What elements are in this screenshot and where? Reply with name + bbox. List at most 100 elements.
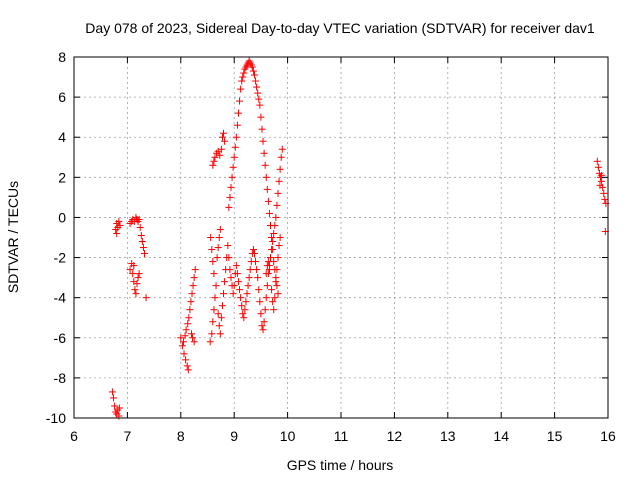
data-point — [601, 195, 609, 203]
y-tick-label: 8 — [58, 49, 66, 65]
data-point — [256, 101, 264, 109]
data-point — [225, 254, 233, 262]
data-point — [275, 242, 283, 250]
data-point — [187, 298, 195, 306]
data-point — [270, 229, 278, 237]
data-point — [244, 282, 252, 290]
data-point — [253, 266, 261, 274]
data-point — [190, 274, 198, 282]
data-point — [240, 69, 248, 77]
data-point — [209, 318, 217, 326]
data-point — [273, 282, 281, 290]
data-point — [261, 306, 269, 314]
x-tick-label: 7 — [124, 428, 132, 444]
data-point — [185, 314, 193, 322]
data-point — [228, 173, 236, 181]
data-point — [268, 246, 276, 254]
data-point — [209, 161, 217, 169]
data-point — [596, 181, 604, 189]
y-tick-label: 6 — [58, 89, 66, 105]
data-point — [135, 270, 143, 278]
data-point — [211, 153, 219, 161]
data-point — [215, 322, 223, 330]
data-point — [269, 298, 277, 306]
y-tick-label: 2 — [58, 169, 66, 185]
data-point — [108, 388, 116, 396]
data-point — [220, 290, 228, 298]
data-point — [272, 213, 280, 221]
data-point — [260, 149, 268, 157]
data-point — [216, 330, 224, 338]
x-tick-label: 9 — [230, 428, 238, 444]
data-point — [254, 89, 262, 97]
data-point — [258, 125, 266, 133]
data-point — [132, 290, 140, 298]
axis-ticks: 6 7 8 9 10 11 12 13 14 15 16 -10 -8 -6 -4 -2 0 2 4 6 8 — [46, 49, 616, 444]
x-tick-label: 12 — [387, 428, 403, 444]
data-point — [140, 250, 148, 258]
y-tick-label: -2 — [54, 250, 67, 266]
data-point — [262, 173, 270, 181]
data-point — [275, 177, 283, 185]
data-point — [221, 137, 229, 145]
data-point — [182, 326, 190, 334]
x-tick-label: 8 — [177, 428, 185, 444]
x-tick-label: 11 — [334, 428, 349, 444]
data-point — [221, 278, 229, 286]
data-point — [272, 278, 280, 286]
data-point — [227, 183, 235, 191]
x-axis-label: GPS time / hours — [287, 457, 394, 473]
data-point — [264, 197, 272, 205]
data-point — [190, 338, 198, 346]
data-point — [268, 234, 276, 241]
data-point — [268, 286, 276, 294]
data-point — [259, 137, 267, 145]
data-point — [234, 109, 242, 117]
data-point — [115, 404, 123, 412]
data-point — [249, 246, 257, 254]
data-point — [256, 298, 264, 306]
data-point — [230, 153, 238, 161]
data-point — [271, 294, 279, 302]
data-point — [129, 270, 137, 278]
data-point — [598, 171, 606, 179]
data-point — [217, 314, 225, 322]
data-point — [187, 330, 195, 338]
data-point — [209, 258, 217, 266]
data-point — [115, 217, 123, 225]
data-point — [262, 294, 270, 302]
data-point — [184, 320, 192, 328]
data-point — [212, 282, 220, 290]
data-point — [250, 71, 258, 79]
data-point — [184, 366, 192, 374]
y-tick-label: 4 — [58, 129, 66, 145]
data-point — [265, 266, 273, 274]
data-point — [181, 332, 189, 340]
x-tick-label: 13 — [440, 428, 456, 444]
data-point — [179, 338, 187, 346]
x-tick-label: 6 — [70, 428, 78, 444]
data-point — [259, 326, 267, 334]
data-point — [246, 266, 254, 274]
data-points — [108, 57, 610, 420]
data-point — [257, 310, 265, 318]
data-point — [233, 121, 241, 129]
data-point — [138, 238, 146, 246]
data-point — [261, 161, 269, 169]
data-point — [210, 270, 218, 278]
data-point — [273, 266, 281, 274]
data-point — [263, 185, 271, 193]
data-point — [239, 310, 247, 318]
data-point — [233, 270, 241, 278]
data-point — [598, 177, 606, 185]
data-point — [267, 254, 275, 262]
data-point — [250, 250, 258, 258]
y-tick-label: -8 — [54, 370, 67, 386]
data-point — [227, 274, 235, 282]
data-point — [232, 262, 240, 270]
data-point — [126, 266, 134, 274]
data-point — [178, 342, 186, 350]
data-point — [271, 221, 279, 229]
data-point — [252, 77, 260, 85]
data-point — [255, 95, 263, 103]
